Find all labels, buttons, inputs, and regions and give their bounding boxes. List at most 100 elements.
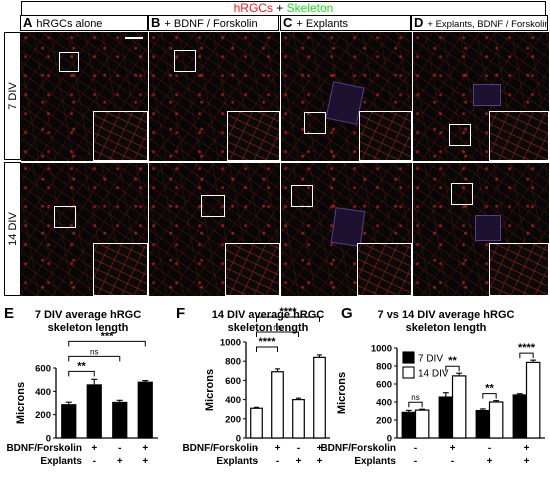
- significance-label: ****: [279, 306, 297, 318]
- factor-level: +: [317, 456, 323, 467]
- factor-level: -: [255, 443, 258, 454]
- micrograph-a-7div: [21, 32, 148, 161]
- factor-level: +: [317, 443, 323, 454]
- factor-level: +: [487, 456, 493, 467]
- bar: [488, 401, 504, 439]
- bar: [313, 356, 326, 439]
- zoom-region: [449, 124, 471, 146]
- y-tick-label: 600: [35, 364, 51, 375]
- bar: [250, 407, 263, 439]
- significance-label: ns: [90, 347, 98, 356]
- factor-label: Explants: [40, 456, 82, 467]
- factor-level: -: [93, 456, 96, 467]
- chart-title: 14 DIV average hRGC: [212, 309, 325, 321]
- factor-label: Explants: [354, 456, 396, 467]
- significance-label: ****: [258, 336, 276, 348]
- factor-level: +: [142, 443, 148, 454]
- factor-level: +: [91, 443, 97, 454]
- significance-bracket: [68, 355, 121, 362]
- factor-level: -: [488, 443, 491, 454]
- significance-bracket: [256, 316, 320, 322]
- chart-title: 7 DIV average hRGC: [35, 309, 141, 321]
- bar: [137, 381, 153, 439]
- significance-bracket: [408, 401, 423, 408]
- micrograph-c-7div: [281, 32, 412, 161]
- significance-bracket: [482, 393, 497, 399]
- y-tick-label: 600: [376, 380, 392, 391]
- panel-letter-e: E: [4, 305, 14, 322]
- factor-level: -: [414, 456, 417, 467]
- micrograph-d-14div: [413, 163, 549, 296]
- bar: [401, 411, 417, 439]
- panel-title-a: hRGCs alone: [36, 18, 103, 30]
- significance-bracket: [256, 331, 299, 337]
- zoom-inset: [93, 111, 148, 161]
- chart-title: skeleton length: [48, 322, 129, 334]
- y-tick-label: 200: [35, 410, 51, 421]
- panel-title-b: + BDNF / Forskolin: [164, 18, 258, 30]
- y-tick-label: 800: [225, 357, 241, 368]
- factor-level: +: [117, 456, 123, 467]
- title-skeleton: Skeleton: [286, 1, 334, 15]
- chart-title: 7 vs 14 DIV average hRGC: [378, 309, 515, 321]
- bar: [525, 361, 541, 439]
- factor-level: -: [414, 443, 417, 454]
- bar: [86, 384, 102, 439]
- y-tick-label: 1000: [371, 344, 392, 355]
- zoom-region: [291, 185, 313, 207]
- factor-label: BDNF/Forskolin: [182, 443, 258, 454]
- y-tick-label: 1000: [220, 338, 241, 349]
- factor-level: +: [450, 443, 456, 454]
- y-tick-label: 800: [376, 362, 392, 373]
- factor-level: -: [255, 456, 258, 467]
- y-tick-label: 200: [225, 414, 241, 425]
- factor-level: -: [451, 456, 454, 467]
- zoom-inset: [225, 243, 280, 296]
- zoom-region: [59, 52, 79, 72]
- bar: [292, 399, 305, 439]
- title-plus: +: [272, 1, 287, 15]
- chart-title: skeleton length: [406, 322, 487, 334]
- factor-level: -: [118, 443, 121, 454]
- y-tick-label: 400: [35, 387, 51, 398]
- title-hrgcs: hRGCs: [233, 1, 273, 15]
- zoom-inset: [359, 111, 412, 161]
- zoom-region: [201, 195, 225, 217]
- micrograph-a-14div: [21, 163, 148, 296]
- panel-letter-c: C: [283, 15, 293, 30]
- factor-level: +: [142, 456, 148, 467]
- bar: [271, 371, 284, 439]
- bar: [475, 409, 491, 439]
- panel-letter-f: F: [176, 305, 185, 322]
- significance-bracket: [445, 365, 460, 372]
- significance-label: ns: [411, 393, 419, 402]
- zoom-inset: [489, 243, 549, 296]
- legend-label: 7 DIV: [418, 354, 443, 365]
- panel-letter-a: A: [23, 15, 33, 30]
- y-tick-label: 0: [387, 434, 392, 445]
- chart-title: skeleton length: [228, 322, 309, 334]
- bar: [512, 394, 528, 439]
- micrograph-d-7div: [413, 32, 549, 161]
- y-axis-label: Microns: [336, 372, 348, 414]
- significance-label: **: [77, 360, 86, 372]
- y-tick-label: 400: [225, 395, 241, 406]
- factor-label: BDNF/Forskolin: [6, 443, 82, 454]
- legend-swatch: [402, 366, 415, 379]
- significance-label: **: [448, 355, 457, 367]
- significance-label: **: [485, 383, 494, 395]
- zoom-inset: [93, 243, 148, 296]
- micrograph-b-7div: [149, 32, 280, 161]
- bar: [61, 404, 77, 439]
- panel-title-d: + Explants, BDNF / Forskolin: [427, 19, 548, 30]
- bar: [451, 375, 467, 439]
- significance-bracket: [68, 340, 146, 347]
- panel-header-c: C + Explants: [280, 15, 411, 31]
- panel-letter-d: D: [414, 15, 424, 30]
- y-axis-label: Microns: [15, 382, 27, 424]
